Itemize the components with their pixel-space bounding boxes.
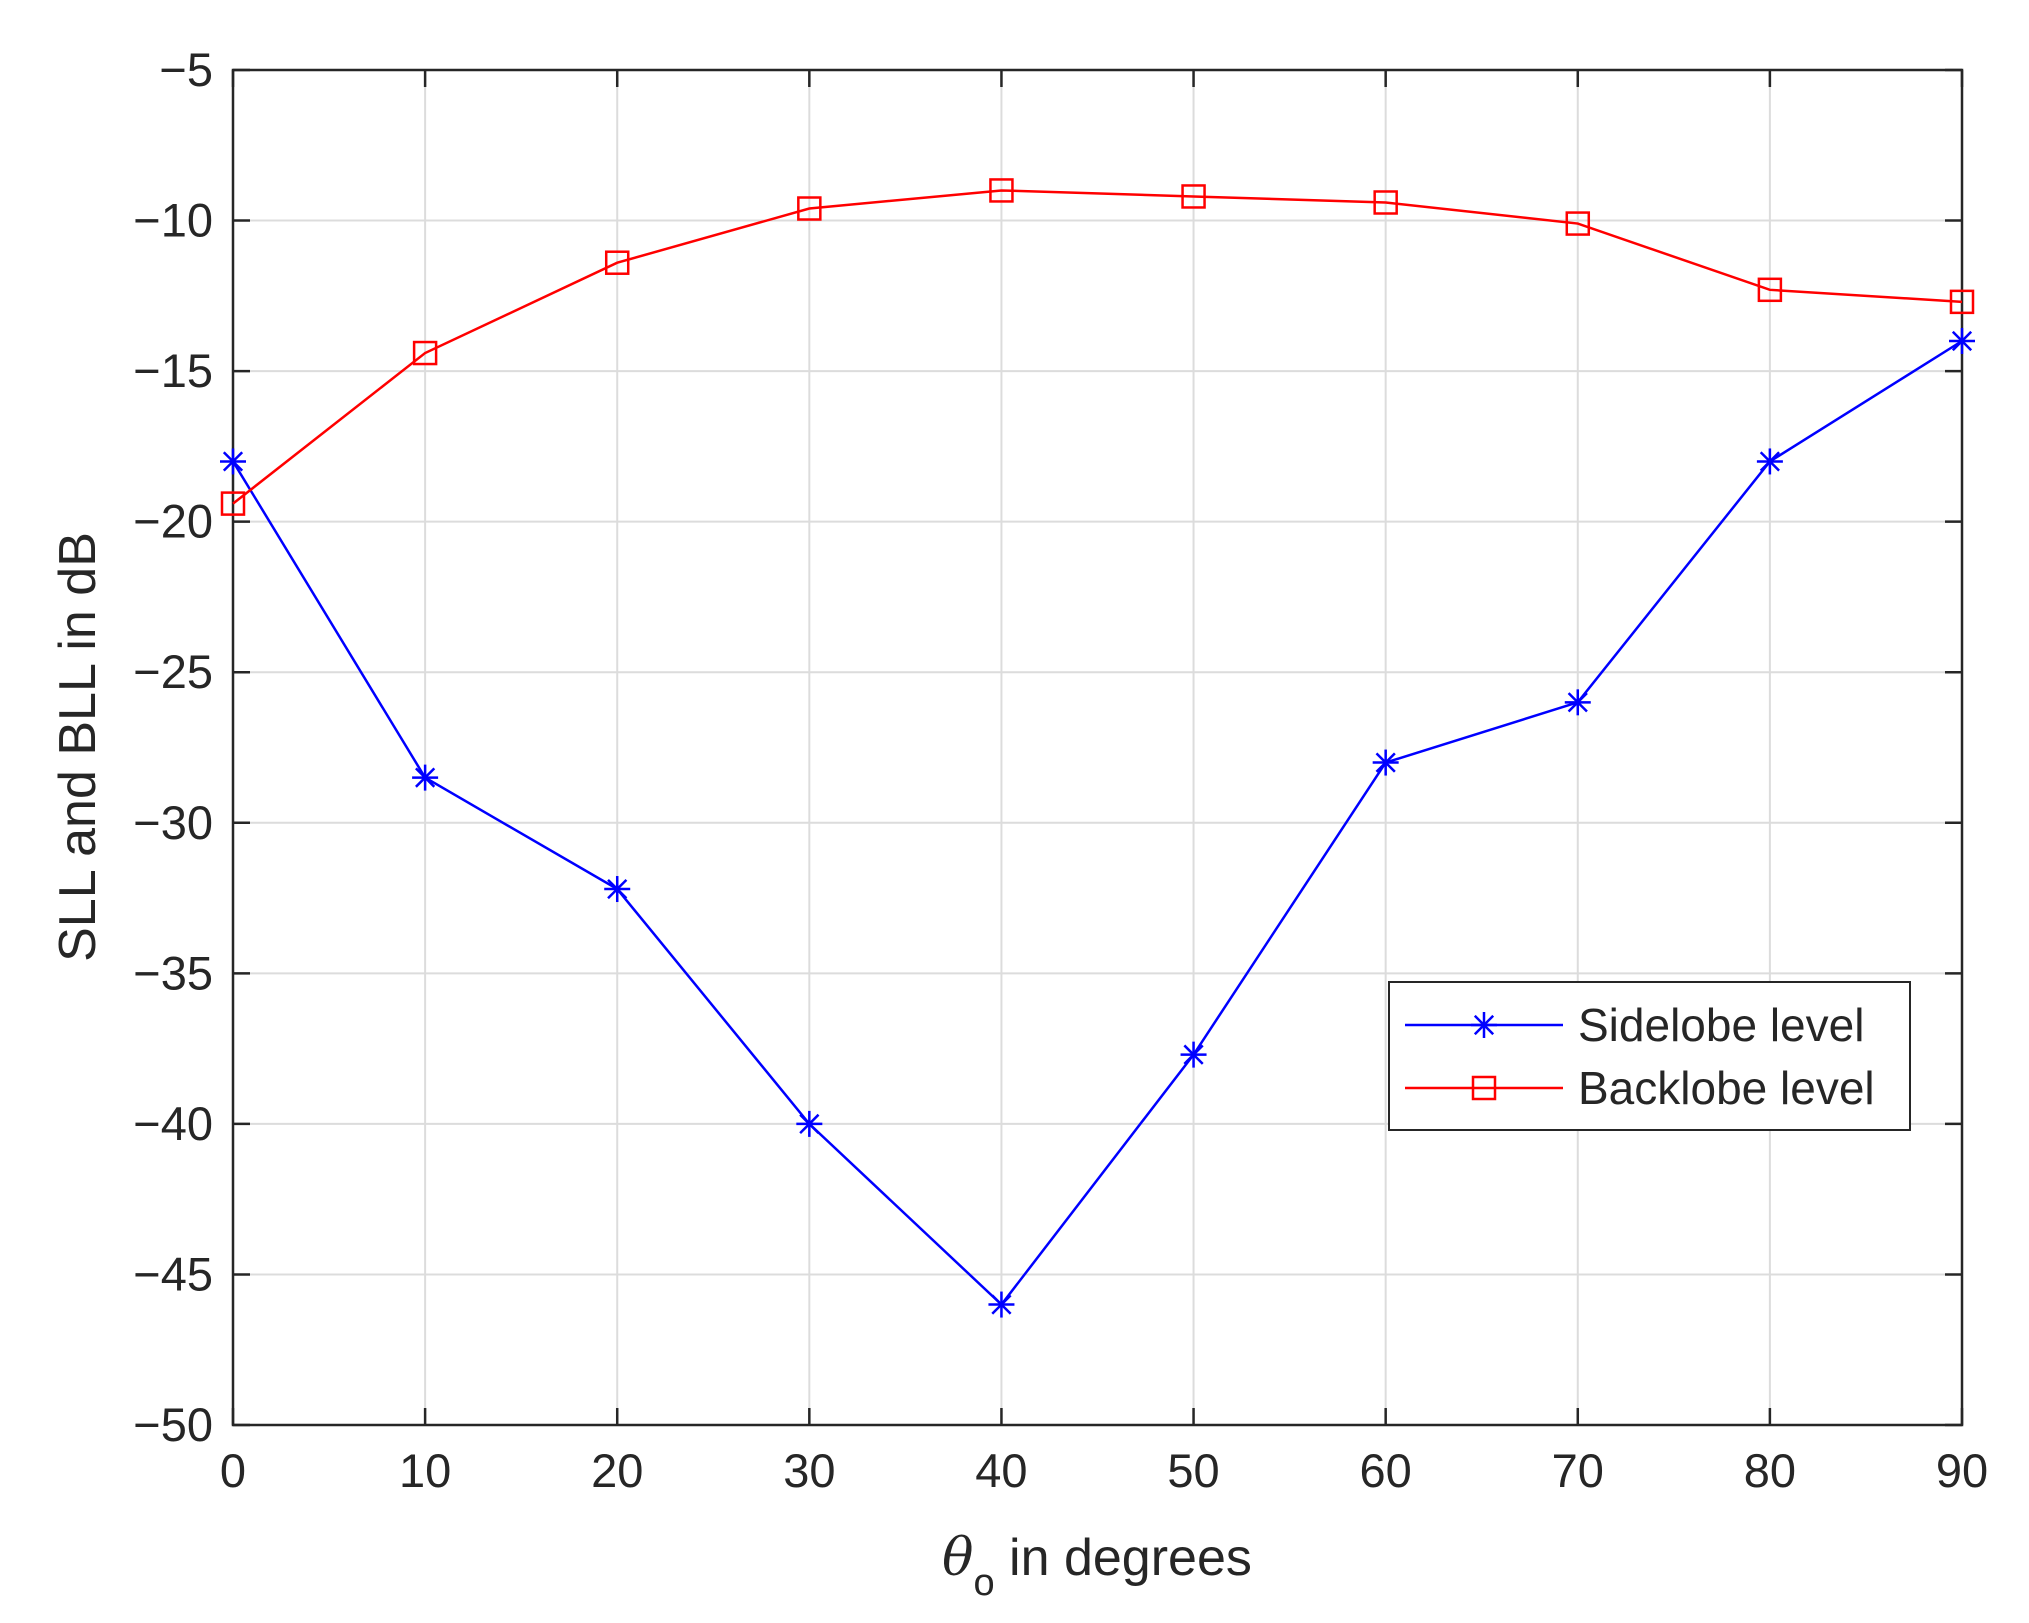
x-tick-label: 60 [1360,1444,1412,1497]
legend-label-backlobe-level: Backlobe level [1578,1062,1875,1114]
data-point-backlobe-level [797,196,822,221]
y-tick-label: −30 [133,796,213,849]
series-line-backlobe-level [232,189,1963,505]
y-tick-label: −45 [133,1247,213,1300]
data-point-sidelobe-level [1180,1041,1207,1068]
data-point-backlobe-level [989,178,1014,203]
data-point-backlobe-level [604,250,630,275]
y-tick-label: −25 [133,645,213,698]
legend-entry-sidelobe-level: Sidelobe level [1405,999,1864,1051]
asterisk-stroke [1951,330,1973,352]
x-tick-label: 90 [1936,1444,1988,1497]
data-point-sidelobe-level [412,764,439,791]
y-tick-label: −50 [133,1398,213,1451]
series-layer [220,178,1975,1318]
x-axis-label: θo in degrees [942,1528,1252,1604]
x-tick-label: 10 [399,1444,451,1497]
asterisk-stroke [222,451,244,472]
x-tick-label: 80 [1744,1444,1796,1497]
x-axis-label-subscript: o [973,1562,994,1604]
data-point-sidelobe-level [796,1110,823,1137]
data-point-backlobe-level [220,491,246,516]
x-tick-label: 0 [220,1444,246,1497]
legend: Sidelobe level Backlobe level [1388,981,1911,1131]
data-point-backlobe-level [1757,277,1783,303]
y-tick-label: −20 [133,495,213,548]
asterisk-stroke [1183,1044,1204,1065]
y-tick-label: −35 [133,946,213,999]
asterisk-stroke [1473,1014,1495,1036]
x-tick-label: 30 [783,1444,835,1497]
x-tick-label: 50 [1167,1444,1219,1497]
y-tick-label: −5 [159,43,213,96]
data-point-sidelobe-level [1372,749,1399,776]
data-point-backlobe-level [1949,289,1975,315]
series-sidelobe-level [220,328,1975,1318]
series-backlobe-level [220,178,1975,516]
data-point-sidelobe-level [1564,689,1591,716]
asterisk-stroke [799,1113,820,1134]
data-point-sidelobe-level [988,1291,1015,1318]
y-axis-label: SLL and BLL in dB [49,532,107,962]
legend-entry-backlobe-level: Backlobe level [1405,1062,1875,1114]
legend-box [1388,981,1911,1131]
x-tick-label: 40 [975,1444,1027,1497]
axes-box [231,68,1964,1427]
asterisk-stroke [1375,752,1396,773]
asterisk-stroke [1759,451,1780,472]
x-tick-label: 70 [1552,1444,1604,1497]
data-point-backlobe-level [1565,211,1591,236]
x-axis-label-symbol: θ [942,1528,973,1588]
data-point-backlobe-level [1181,184,1206,209]
data-point-sidelobe-level [1756,448,1783,475]
legend-label-sidelobe-level: Sidelobe level [1578,999,1864,1051]
legend-marker-sidelobe-level [1471,1012,1497,1038]
data-point-backlobe-level [412,340,438,366]
data-point-sidelobe-level [220,448,246,475]
y-tick-label: −40 [133,1097,213,1150]
data-point-backlobe-level [1373,190,1398,215]
x-axis-label-text: in degrees [995,1529,1252,1587]
y-tick-label: −10 [133,194,213,247]
data-point-sidelobe-level [604,876,631,903]
x-tick-label: 20 [591,1444,643,1497]
asterisk-stroke [607,878,628,900]
series-line-sidelobe-level [231,339,1963,1307]
y-tick-label: −15 [133,344,213,397]
asterisk-stroke [415,767,436,788]
asterisk-stroke [1567,692,1588,713]
legend-marker-backlobe-level [1471,1075,1497,1101]
plot-area [233,70,1962,1425]
data-point-sidelobe-level [1949,328,1975,354]
asterisk-stroke [991,1294,1012,1315]
ticks: 0 10 20 30 40 50 60 70 80 90 −5 −10 −15 −20 −25 −30 −35 −… [133,43,1988,1497]
